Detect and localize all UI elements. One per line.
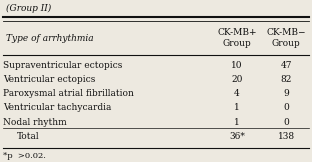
- Text: 0: 0: [283, 118, 289, 127]
- Text: Nodal rhythm: Nodal rhythm: [3, 118, 67, 127]
- Text: Ventricular tachycardia: Ventricular tachycardia: [3, 103, 111, 112]
- Text: 10: 10: [232, 61, 243, 70]
- Text: CK-MB+
Group: CK-MB+ Group: [217, 28, 257, 48]
- Text: 9: 9: [283, 89, 289, 98]
- Text: 138: 138: [278, 132, 295, 141]
- Text: 20: 20: [232, 75, 243, 84]
- Text: 0: 0: [283, 103, 289, 112]
- Text: *p  >0.02.: *p >0.02.: [3, 152, 46, 160]
- Text: 4: 4: [234, 89, 240, 98]
- Text: Total: Total: [17, 132, 40, 141]
- Text: Ventricular ectopics: Ventricular ectopics: [3, 75, 95, 84]
- Text: 1: 1: [234, 118, 240, 127]
- Text: (Group II): (Group II): [6, 4, 51, 13]
- Text: 1: 1: [234, 103, 240, 112]
- Text: Paroxysmal atrial fibrillation: Paroxysmal atrial fibrillation: [3, 89, 134, 98]
- Text: CK-MB−
Group: CK-MB− Group: [266, 28, 306, 48]
- Text: 47: 47: [280, 61, 292, 70]
- Text: Type of arrhythmia: Type of arrhythmia: [6, 34, 94, 43]
- Text: Supraventricular ectopics: Supraventricular ectopics: [3, 61, 123, 70]
- Text: 82: 82: [280, 75, 292, 84]
- Text: 36*: 36*: [229, 132, 245, 141]
